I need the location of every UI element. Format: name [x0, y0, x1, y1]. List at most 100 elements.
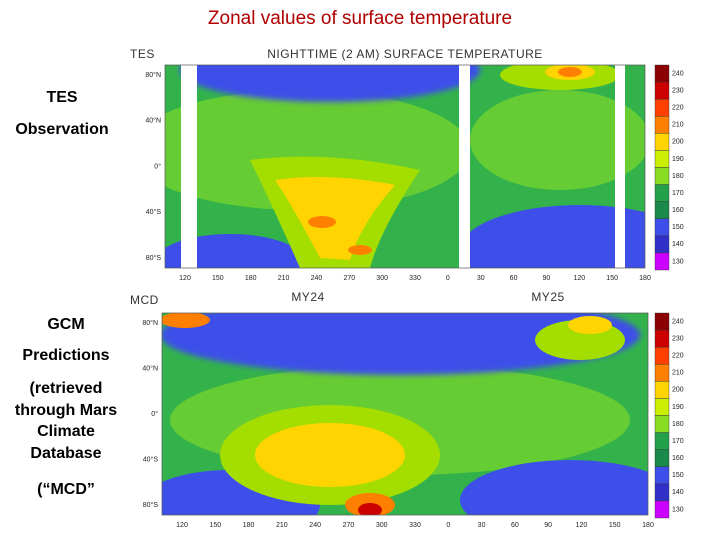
colorbar-swatch	[654, 218, 670, 237]
x-tick-label: 300	[376, 275, 388, 282]
colorbar-swatch	[654, 432, 670, 450]
colorbar-swatch	[654, 150, 670, 168]
x-tick-label: 60	[511, 522, 519, 529]
y-tick-label: 80°S	[143, 501, 159, 509]
colorbar-swatch	[654, 500, 670, 519]
colorbar-swatch	[654, 329, 670, 348]
plot-frame	[164, 64, 646, 269]
colorbar-swatch	[654, 64, 670, 83]
tes-contour	[165, 65, 645, 268]
x-tick-label: 300	[376, 522, 388, 529]
y-tick-label: 0°	[151, 410, 158, 418]
colorbar-swatch	[654, 466, 670, 485]
colorbar-label: 230	[672, 87, 684, 94]
colorbar-swatch	[654, 252, 670, 271]
slide-title: Zonal values of surface temperature	[208, 8, 512, 29]
labels: TES Observation GCM Predictions (retrieved th…	[15, 47, 684, 529]
side-label: Predictions	[22, 347, 109, 364]
plot-label: MCD	[130, 293, 159, 307]
x-tick-label: 120	[179, 275, 191, 282]
colorbar-label: 170	[672, 438, 684, 445]
plot-frame	[161, 312, 649, 516]
colorbar-label: 150	[672, 224, 684, 231]
colorbar-swatch	[654, 346, 670, 365]
x-tick-label: 120	[576, 522, 588, 529]
colorbar-label: 200	[672, 139, 684, 146]
colorbar-swatch	[654, 415, 670, 433]
x-tick-label: 210	[278, 275, 290, 282]
mcd-contour	[162, 313, 648, 515]
x-tick-label: 60	[510, 275, 518, 282]
y-tick-label: 40°S	[143, 455, 159, 463]
colorbar-label: 210	[672, 122, 684, 129]
colorbar-label: 160	[672, 455, 684, 462]
x-tick-label: 0	[446, 275, 450, 282]
colorbar-swatch	[654, 184, 670, 202]
x-tick-label: 30	[477, 275, 485, 282]
x-tick-label: 30	[478, 522, 486, 529]
plot-label: TES	[130, 47, 155, 61]
x-tick-label: 90	[543, 275, 551, 282]
colorbar-label: 160	[672, 207, 684, 214]
colorbar-label: 220	[672, 105, 684, 112]
colorbar-label: 210	[672, 370, 684, 377]
plot-title: NIGHTTIME (2 AM) SURFACE TEMPERATURE	[267, 47, 543, 61]
x-tick-label: 150	[606, 275, 618, 282]
x-tick-label: 90	[544, 522, 552, 529]
colorbar-label: 180	[672, 421, 684, 428]
colorbar-swatch	[654, 235, 670, 254]
colorbar-label: 190	[672, 404, 684, 411]
x-tick-label: 120	[176, 522, 188, 529]
colorbar-swatch	[654, 364, 670, 382]
colorbar-swatch	[654, 483, 670, 502]
x-tick-label: 150	[609, 522, 621, 529]
y-tick-label: 40°S	[146, 208, 162, 216]
y-tick-label: 40°N	[145, 117, 161, 125]
x-tick-label: 210	[276, 522, 288, 529]
colorbar-swatch	[654, 98, 670, 117]
colorbar-label: 140	[672, 241, 684, 248]
year-label: MY25	[531, 290, 564, 304]
colorbar-label: 180	[672, 173, 684, 180]
x-tick-label: 330	[409, 522, 421, 529]
side-label: Climate	[37, 423, 95, 440]
x-tick-label: 240	[309, 522, 321, 529]
colorbar-label: 200	[672, 387, 684, 394]
year-label: MY24	[291, 290, 324, 304]
side-label: TES	[46, 89, 77, 106]
side-label: through Mars	[15, 402, 117, 419]
y-tick-label: 80°N	[142, 319, 158, 327]
side-label: Database	[30, 445, 101, 462]
side-label: (“MCD”	[37, 481, 95, 498]
side-label: Observation	[15, 121, 108, 138]
colorbar-label: 130	[672, 258, 684, 265]
x-tick-label: 180	[243, 522, 255, 529]
y-tick-label: 80°N	[145, 71, 161, 79]
colorbar-swatch	[654, 167, 670, 185]
y-tick-label: 40°N	[142, 364, 158, 372]
colorbar-label: 150	[672, 472, 684, 479]
x-tick-label: 180	[642, 522, 654, 529]
x-tick-label: 150	[212, 275, 224, 282]
colorbar-label: 230	[672, 335, 684, 342]
x-tick-label: 150	[209, 522, 221, 529]
colorbar-swatch	[654, 449, 670, 467]
x-tick-label: 180	[639, 275, 651, 282]
colorbar-swatch	[654, 116, 670, 134]
x-tick-label: 0	[446, 522, 450, 529]
side-label: (retrieved	[30, 380, 103, 397]
x-tick-label: 270	[343, 522, 355, 529]
colorbar-label: 190	[672, 156, 684, 163]
colorbar-swatch	[654, 201, 670, 219]
y-tick-label: 0°	[154, 162, 161, 170]
colorbar-label: 220	[672, 353, 684, 360]
x-tick-label: 240	[311, 275, 323, 282]
colorbar-swatch	[654, 312, 670, 331]
colorbar-label: 240	[672, 70, 684, 77]
colorbar-swatch	[654, 81, 670, 100]
x-tick-label: 330	[409, 275, 421, 282]
colorbar-label: 170	[672, 190, 684, 197]
colorbar-label: 130	[672, 506, 684, 513]
x-tick-label: 120	[573, 275, 585, 282]
